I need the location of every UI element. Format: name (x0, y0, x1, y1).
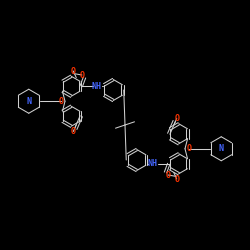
Text: O: O (186, 144, 191, 153)
Text: O: O (174, 174, 179, 184)
Text: N: N (219, 144, 224, 153)
Text: NH: NH (92, 82, 102, 91)
Text: O: O (71, 66, 76, 76)
Text: N: N (26, 97, 31, 106)
Text: O: O (166, 170, 170, 179)
Text: NH: NH (148, 159, 158, 168)
Text: O: O (174, 114, 179, 123)
Text: O: O (80, 70, 84, 80)
Text: O: O (59, 97, 64, 106)
Text: O: O (71, 127, 76, 136)
